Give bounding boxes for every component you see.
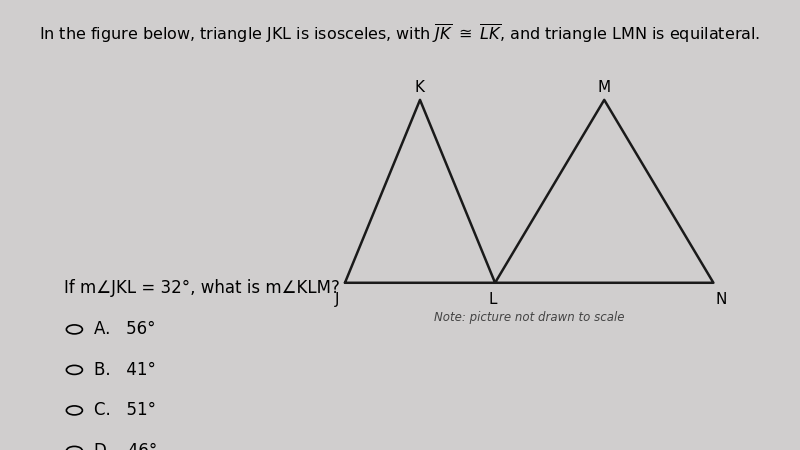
Text: L: L — [488, 292, 497, 307]
Text: Note: picture not drawn to scale: Note: picture not drawn to scale — [434, 311, 625, 324]
Text: M: M — [598, 80, 610, 94]
Text: N: N — [716, 292, 727, 307]
Text: D.   46°: D. 46° — [94, 442, 158, 450]
Text: A.   56°: A. 56° — [94, 320, 156, 338]
Text: If m∠JKL = 32°, what is m∠KLM?: If m∠JKL = 32°, what is m∠KLM? — [64, 279, 340, 297]
Text: B.   41°: B. 41° — [94, 361, 156, 379]
Text: J: J — [334, 292, 339, 307]
Text: In the figure below, triangle JKL is isosceles, with $\overline{JK}$ $\cong$ $\o: In the figure below, triangle JKL is iso… — [39, 22, 761, 45]
Text: C.   51°: C. 51° — [94, 401, 156, 419]
Text: K: K — [415, 80, 425, 94]
